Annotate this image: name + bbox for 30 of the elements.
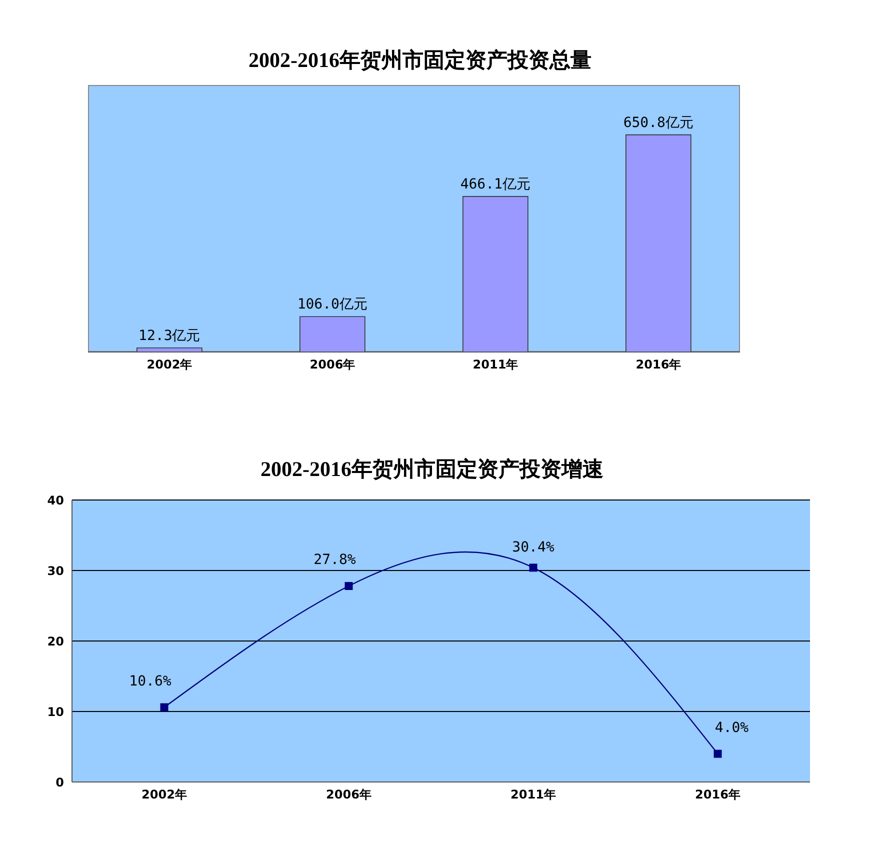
chart-title: 2002-2016年贺州市固定资产投资总量 — [248, 47, 592, 74]
x-tick-label: 2011年 — [472, 358, 518, 372]
y-tick-label: 40 — [47, 493, 64, 508]
bar — [626, 134, 692, 352]
point — [160, 703, 168, 712]
bar — [462, 196, 528, 352]
data-label: 466.1亿元 — [460, 176, 530, 192]
x-tick-label: 2011年 — [510, 788, 556, 802]
y-tick-label: 10 — [47, 704, 64, 719]
data-label: 12.3亿元 — [138, 328, 200, 344]
data-label: 106.0亿元 — [297, 296, 368, 313]
data-label: 4.0% — [714, 720, 750, 736]
data-label: 30.4% — [512, 540, 555, 556]
data-label: 650.8亿元 — [623, 114, 694, 131]
y-tick-label: 20 — [47, 634, 64, 648]
x-tick-label: 2006年 — [310, 358, 356, 372]
x-tick-label: 2002年 — [142, 788, 187, 802]
x-tick-label: 2006年 — [326, 788, 372, 802]
x-tick-label: 2016年 — [636, 358, 682, 372]
data-label: 27.8% — [314, 552, 356, 568]
point — [344, 582, 353, 590]
point — [714, 750, 722, 758]
x-tick-label: 2016年 — [695, 788, 740, 802]
y-tick-label: 0 — [56, 775, 64, 790]
y-tick-label: 30 — [47, 564, 64, 578]
data-label: 10.6% — [129, 673, 172, 690]
point — [529, 564, 538, 572]
x-tick-label: 2002年 — [146, 358, 192, 372]
chart-title: 2002-2016年贺州市固定资产投资增速 — [260, 456, 604, 483]
bar — [300, 316, 366, 352]
